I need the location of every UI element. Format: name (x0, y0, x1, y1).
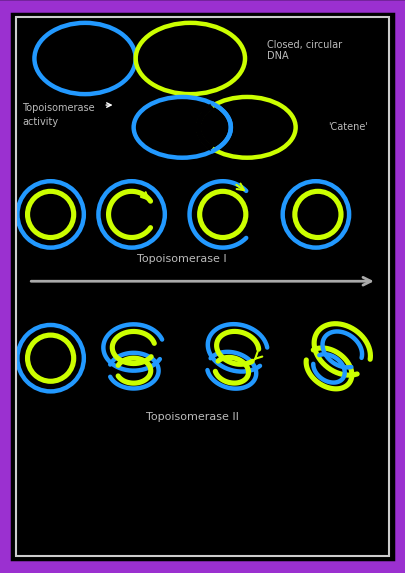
Text: Topoisomerase
activity: Topoisomerase activity (22, 103, 95, 127)
Text: 'Catene': 'Catene' (328, 122, 368, 132)
Text: Topoisomerase I: Topoisomerase I (137, 254, 227, 264)
Text: Topoisomerase II: Topoisomerase II (146, 412, 239, 422)
Text: Closed, circular
DNA: Closed, circular DNA (267, 40, 342, 61)
